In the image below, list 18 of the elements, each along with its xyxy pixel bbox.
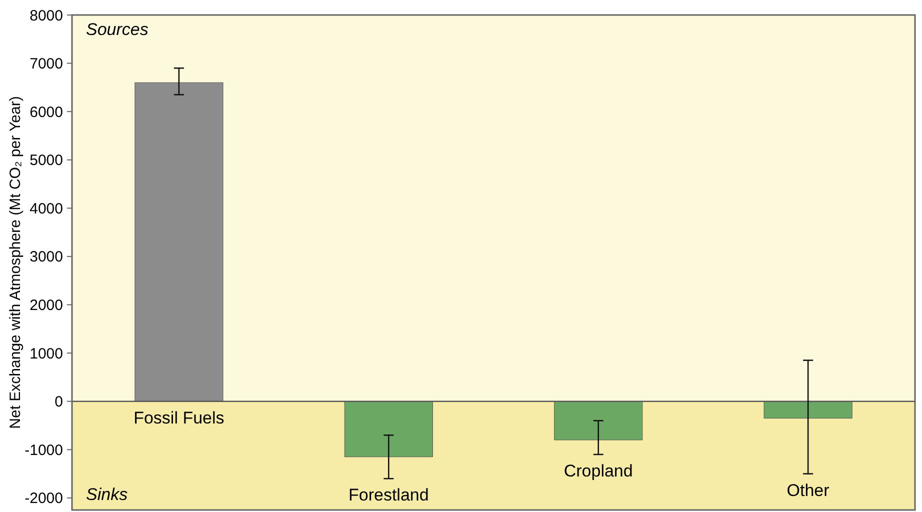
y-tick-label: 1000 bbox=[30, 345, 63, 362]
y-tick-label: 6000 bbox=[30, 104, 63, 121]
y-tick-label: 0 bbox=[54, 394, 63, 411]
x-tick-label: Cropland bbox=[564, 461, 633, 480]
y-tick-label: 3000 bbox=[30, 248, 63, 266]
y-tick-label: 2000 bbox=[30, 297, 63, 314]
y-tick-label: -1000 bbox=[24, 442, 63, 459]
y-axis-title: Net Exchange with Atmosphere (Mt CO₂ per Year) bbox=[7, 96, 24, 429]
x-tick-label: Other bbox=[786, 480, 830, 500]
y-tick-label: 8000 bbox=[30, 7, 63, 24]
y-tick-label: -2000 bbox=[24, 490, 63, 508]
band-label: Sinks bbox=[86, 485, 128, 504]
y-tick-label: 5000 bbox=[30, 152, 63, 170]
band-label: Sources bbox=[86, 20, 149, 39]
y-tick-label: 7000 bbox=[30, 56, 63, 73]
y-tick-label: 4000 bbox=[30, 200, 63, 218]
x-tick-label: Fossil Fuels bbox=[134, 408, 224, 428]
x-tick-label: Forestland bbox=[348, 486, 429, 505]
